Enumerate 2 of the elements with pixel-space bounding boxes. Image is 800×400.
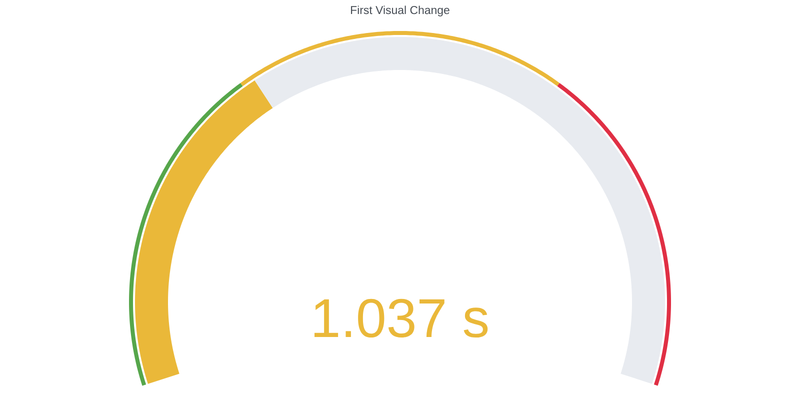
chart-title: First Visual Change (351, 6, 450, 16)
text: 1.037 s (314, 298, 488, 338)
